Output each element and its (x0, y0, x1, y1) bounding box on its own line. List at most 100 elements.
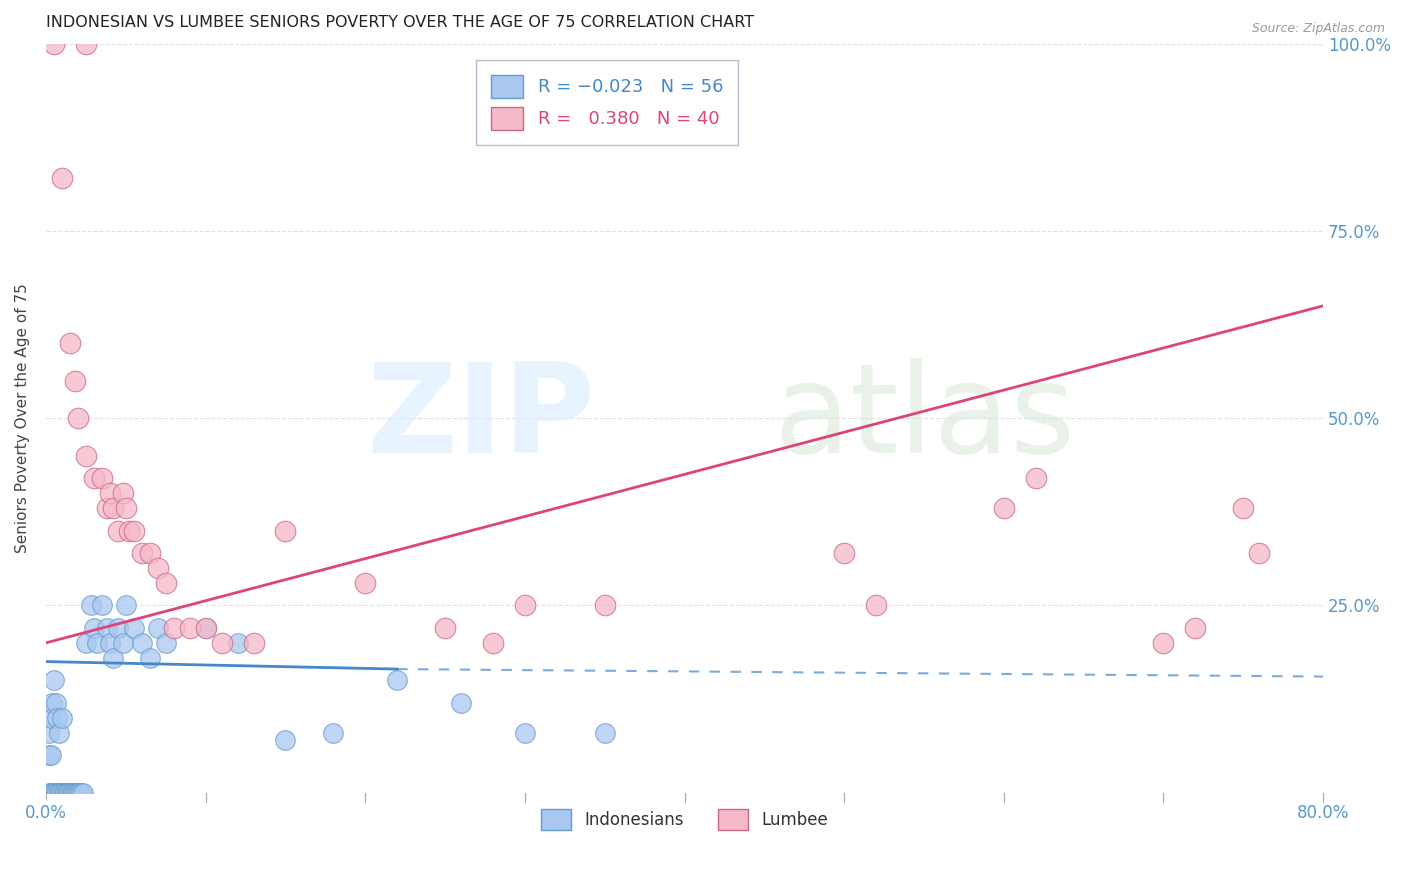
Point (83, 621, 105, 635)
Point (122, 621, 145, 635)
Point (146, 621, 169, 635)
Point (1184, 621, 1206, 635)
Point (59, 336, 82, 351)
Point (131, 546, 153, 560)
Point (1232, 501, 1254, 516)
Point (98, 486, 121, 500)
Point (38, 786, 60, 800)
Point (48, 786, 70, 800)
Point (42, 673, 65, 688)
Point (49, 786, 72, 800)
Point (1153, 636, 1175, 650)
Point (274, 524, 297, 538)
Text: atlas: atlas (773, 358, 1076, 479)
Point (322, 725, 344, 739)
Point (194, 621, 217, 635)
Point (385, 673, 408, 688)
Point (42, 786, 65, 800)
Point (51, 711, 73, 725)
Point (51, 786, 73, 800)
Point (66, 786, 89, 800)
Point (450, 696, 472, 710)
Point (90, 471, 112, 485)
Point (60, 786, 83, 800)
Point (993, 501, 1015, 516)
Point (832, 546, 855, 560)
Point (114, 599, 136, 613)
Point (45, 786, 67, 800)
Point (58, 786, 80, 800)
Point (434, 621, 457, 635)
Point (1025, 471, 1047, 485)
Point (38, 748, 60, 763)
Point (39, 748, 62, 763)
Point (83, 471, 105, 485)
Point (101, 501, 124, 516)
Point (98, 636, 121, 650)
Point (163, 621, 186, 635)
Point (482, 636, 505, 650)
Point (593, 599, 616, 613)
Text: ZIP: ZIP (367, 358, 595, 479)
Point (46, 711, 69, 725)
Point (211, 636, 233, 650)
Point (122, 524, 145, 538)
Point (513, 725, 536, 739)
Point (107, 524, 129, 538)
Point (155, 576, 177, 591)
Point (39, 786, 62, 800)
Point (139, 546, 162, 560)
Point (274, 733, 297, 747)
Y-axis label: Seniors Poverty Over the Age of 75: Seniors Poverty Over the Age of 75 (15, 284, 30, 553)
Point (146, 561, 169, 575)
Point (55, 786, 77, 800)
Point (65, 786, 87, 800)
Point (41, 696, 63, 710)
Point (101, 650, 124, 665)
Point (86, 636, 108, 650)
Point (63, 786, 86, 800)
Point (75, 37, 97, 51)
Point (226, 636, 249, 650)
Point (70, 786, 93, 800)
Point (79, 599, 101, 613)
Legend: Indonesians, Lumbee: Indonesians, Lumbee (534, 802, 834, 837)
Point (53, 786, 76, 800)
Point (194, 621, 217, 635)
Point (1249, 546, 1271, 560)
Point (42, 37, 65, 51)
Point (513, 599, 536, 613)
Point (139, 650, 162, 665)
Point (155, 636, 177, 650)
Point (865, 599, 887, 613)
Point (48, 725, 70, 739)
Point (63, 374, 86, 388)
Point (179, 621, 201, 635)
Point (90, 599, 112, 613)
Point (39, 711, 62, 725)
Point (38, 725, 60, 739)
Point (96, 501, 118, 516)
Text: Source: ZipAtlas.com: Source: ZipAtlas.com (1251, 22, 1385, 36)
Point (107, 621, 129, 635)
Point (114, 501, 136, 516)
Point (111, 486, 134, 500)
Point (111, 636, 134, 650)
Point (354, 576, 377, 591)
Point (72, 786, 94, 800)
Point (118, 524, 141, 538)
Point (69, 786, 91, 800)
Point (75, 636, 97, 650)
Point (593, 725, 616, 739)
Point (96, 621, 118, 635)
Point (131, 636, 153, 650)
Point (242, 636, 264, 650)
Point (46, 786, 69, 800)
Point (51, 171, 73, 186)
Text: INDONESIAN VS LUMBEE SENIORS POVERTY OVER THE AGE OF 75 CORRELATION CHART: INDONESIAN VS LUMBEE SENIORS POVERTY OVE… (46, 15, 754, 30)
Point (66, 411, 89, 425)
Point (59, 786, 82, 800)
Point (52, 786, 75, 800)
Point (41, 786, 63, 800)
Point (45, 696, 67, 710)
